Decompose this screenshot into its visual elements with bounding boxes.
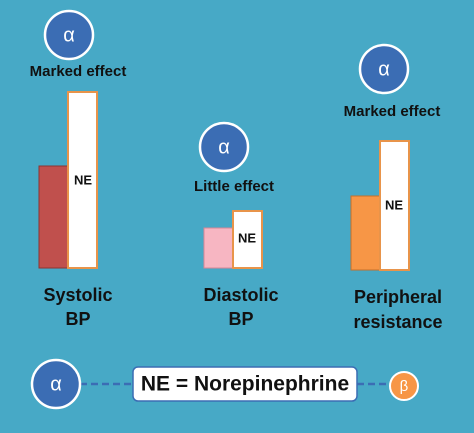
receptor-circle xyxy=(358,43,410,95)
ne-label: NE xyxy=(238,230,256,245)
legend-symbol: α xyxy=(50,373,62,395)
group-title: Peripheral xyxy=(354,287,442,307)
ne-label: NE xyxy=(74,172,92,187)
receptor-circle xyxy=(198,121,250,173)
receptor-symbol: α xyxy=(218,136,230,158)
legend-text: NE = Norepinephrine xyxy=(141,373,349,396)
group-title: Diastolic xyxy=(203,285,278,305)
ne-bar xyxy=(379,140,410,271)
receptor-circle xyxy=(43,9,95,61)
legend-symbol: β xyxy=(400,378,409,395)
effect-label: Marked effect xyxy=(30,63,127,80)
receptor-symbol: α xyxy=(63,24,75,46)
alpha-bar xyxy=(38,165,69,269)
group-title: resistance xyxy=(353,312,442,332)
effect-label: Marked effect xyxy=(344,103,441,120)
group-title: BP xyxy=(65,309,90,329)
alpha-bar xyxy=(203,227,234,269)
legend-circle xyxy=(30,358,82,410)
receptor-symbol: α xyxy=(378,58,390,80)
effect-label: Little effect xyxy=(194,178,274,195)
ne-label: NE xyxy=(385,197,403,212)
group-title: BP xyxy=(228,309,253,329)
ne-bar xyxy=(232,210,263,269)
group-title: Systolic xyxy=(43,285,112,305)
legend-box xyxy=(132,366,358,402)
legend-circle xyxy=(389,371,419,401)
alpha-bar xyxy=(350,195,381,271)
ne-bar xyxy=(67,91,98,269)
